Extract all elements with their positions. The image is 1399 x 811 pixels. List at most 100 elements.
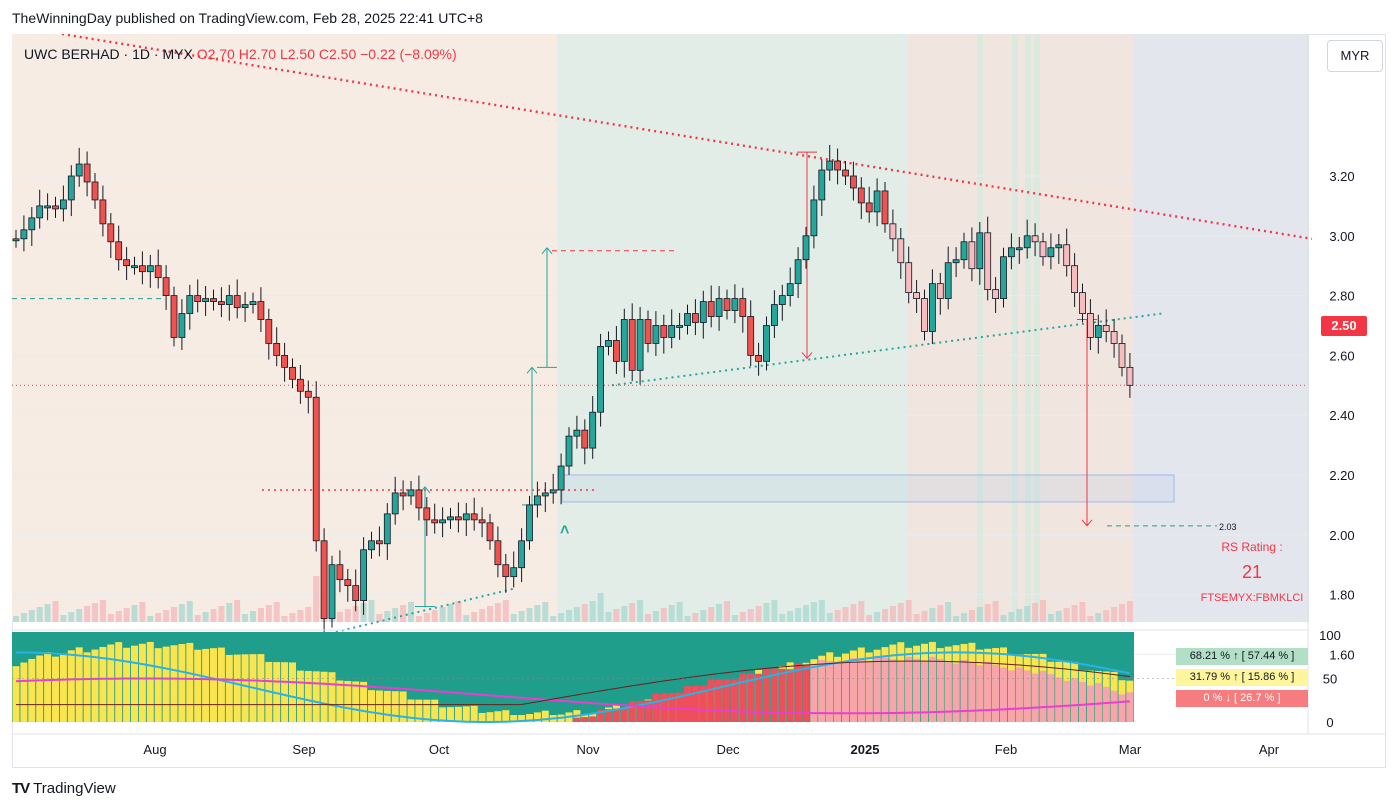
indicator-red-bar-78 xyxy=(628,701,636,722)
indicator-yellow-bar-3 xyxy=(36,655,44,722)
candle-body-44 xyxy=(360,549,368,601)
volume-bar-107 xyxy=(858,601,865,622)
volume-bar-31 xyxy=(257,608,264,622)
volume-bar-6 xyxy=(60,615,67,622)
volume-bar-33 xyxy=(273,602,280,622)
volume-bar-119 xyxy=(953,616,960,622)
volume-bar-38 xyxy=(313,576,320,622)
volume-bar-75 xyxy=(605,612,612,622)
candle-body-11 xyxy=(99,199,107,225)
volume-bar-109 xyxy=(874,612,881,622)
support-trendline-2 xyxy=(611,312,1163,387)
indicator-yellow-bar-66 xyxy=(533,712,541,722)
candle-body-71 xyxy=(573,429,581,437)
volume-bar-8 xyxy=(76,609,83,622)
indicator-yellow-bar-44 xyxy=(360,681,368,722)
candle-body-13 xyxy=(115,241,123,261)
volume-bar-15 xyxy=(131,605,138,622)
candle-body-125 xyxy=(1000,256,1007,299)
candle-body-54 xyxy=(439,519,447,524)
volume-bar-19 xyxy=(163,610,170,622)
indicator-yellow-bar-27 xyxy=(225,654,233,722)
volume-bar-71 xyxy=(573,607,580,622)
candle-body-32 xyxy=(265,319,273,344)
volume-bar-72 xyxy=(581,604,588,622)
candle-body-46 xyxy=(375,540,383,545)
candle-body-65 xyxy=(526,504,533,542)
candle-body-18 xyxy=(154,265,162,279)
volume-bar-110 xyxy=(882,609,888,622)
volume-bar-42 xyxy=(344,609,351,622)
candle-body-117 xyxy=(936,283,944,299)
candle-body-2 xyxy=(28,217,36,231)
indicator-yellow-bar-48 xyxy=(391,691,399,722)
price-axis-tick-2: 2.00 xyxy=(1329,528,1354,543)
indicator-yellow-bar-24 xyxy=(202,648,210,722)
candle-body-9 xyxy=(83,163,91,183)
indicator-red-bar-109 xyxy=(873,656,881,722)
indicator-red-bar-130 xyxy=(1039,670,1047,722)
volume-bar-29 xyxy=(242,614,249,622)
price-chart[interactable]: ˄ 2.03 1.60 1.80 2.00 2.20 2.40 2.60 2.80 3.00 3.2… xyxy=(12,34,1386,768)
candle-body-90 xyxy=(723,298,731,311)
indicator-yellow-bar-56 xyxy=(454,706,462,722)
candle-body-24 xyxy=(202,298,210,302)
indicator-red-bar-90 xyxy=(723,679,731,722)
candle-body-3 xyxy=(36,205,44,219)
indicator-red-bar-71 xyxy=(573,717,581,722)
candle-body-12 xyxy=(107,223,115,243)
candle-body-83 xyxy=(668,325,676,338)
volume-bar-106 xyxy=(850,604,857,622)
volume-bar-4 xyxy=(44,604,51,622)
indicator-red-bar-100 xyxy=(802,664,810,722)
volume-bar-127 xyxy=(1016,609,1023,622)
indicator-yellow-bar-17 xyxy=(146,641,154,722)
indicator-red-bar-112 xyxy=(897,661,905,722)
currency-button[interactable]: MYR xyxy=(1327,40,1383,72)
candle-body-135 xyxy=(1079,292,1086,314)
indicator-yellow-bar-58 xyxy=(470,705,478,722)
indicator-red-bar-125 xyxy=(1000,667,1007,722)
candle-body-19 xyxy=(162,277,170,297)
indicator-yellow-bar-11 xyxy=(99,646,107,722)
volume-bar-92 xyxy=(739,612,746,622)
candle-body-130 xyxy=(1039,241,1047,258)
tradingview-logo[interactable]: TV TradingView xyxy=(12,780,116,797)
candle-body-96 xyxy=(771,304,778,326)
volume-bar-10 xyxy=(92,603,98,622)
volume-bar-114 xyxy=(913,614,920,622)
price-axis-tick-1: 1.80 xyxy=(1329,588,1354,603)
candle-body-7 xyxy=(67,175,75,201)
candle-body-40 xyxy=(328,564,336,619)
volume-bar-20 xyxy=(171,607,177,622)
candle-body-138 xyxy=(1102,325,1110,332)
candle-body-137 xyxy=(1094,325,1102,338)
volume-bar-57 xyxy=(463,615,470,622)
volume-bar-77 xyxy=(621,606,628,622)
measure-arrow-2-head xyxy=(526,366,538,374)
indicator-yellow-bar-41 xyxy=(336,680,344,722)
candle-body-128 xyxy=(1023,235,1031,249)
indicator-red-bar-110 xyxy=(881,657,889,722)
volume-bar-9 xyxy=(84,606,91,622)
volume-bar-117 xyxy=(937,605,944,622)
volume-bar-63 xyxy=(510,614,517,622)
indicator-yellow-bar-46 xyxy=(375,690,383,722)
volume-bar-121 xyxy=(968,610,975,622)
indicator-yellow-bar-5 xyxy=(52,656,59,722)
candle-body-8 xyxy=(75,163,83,177)
indicator-yellow-bar-54 xyxy=(439,707,447,722)
indicator-yellow-bar-22 xyxy=(186,642,194,722)
volume-bar-21 xyxy=(178,604,185,622)
volume-bar-46 xyxy=(376,614,383,622)
candle-body-49 xyxy=(399,492,407,497)
volume-bar-126 xyxy=(1008,612,1015,622)
candle-body-82 xyxy=(660,325,668,338)
volume-bar-7 xyxy=(68,612,75,622)
candle-body-6 xyxy=(60,199,67,210)
candle-body-61 xyxy=(494,540,502,566)
volume-bar-132 xyxy=(1055,611,1062,622)
candle-body-27 xyxy=(225,295,233,305)
volume-bar-61 xyxy=(494,603,501,622)
indicator-red-bar-96 xyxy=(770,668,778,722)
